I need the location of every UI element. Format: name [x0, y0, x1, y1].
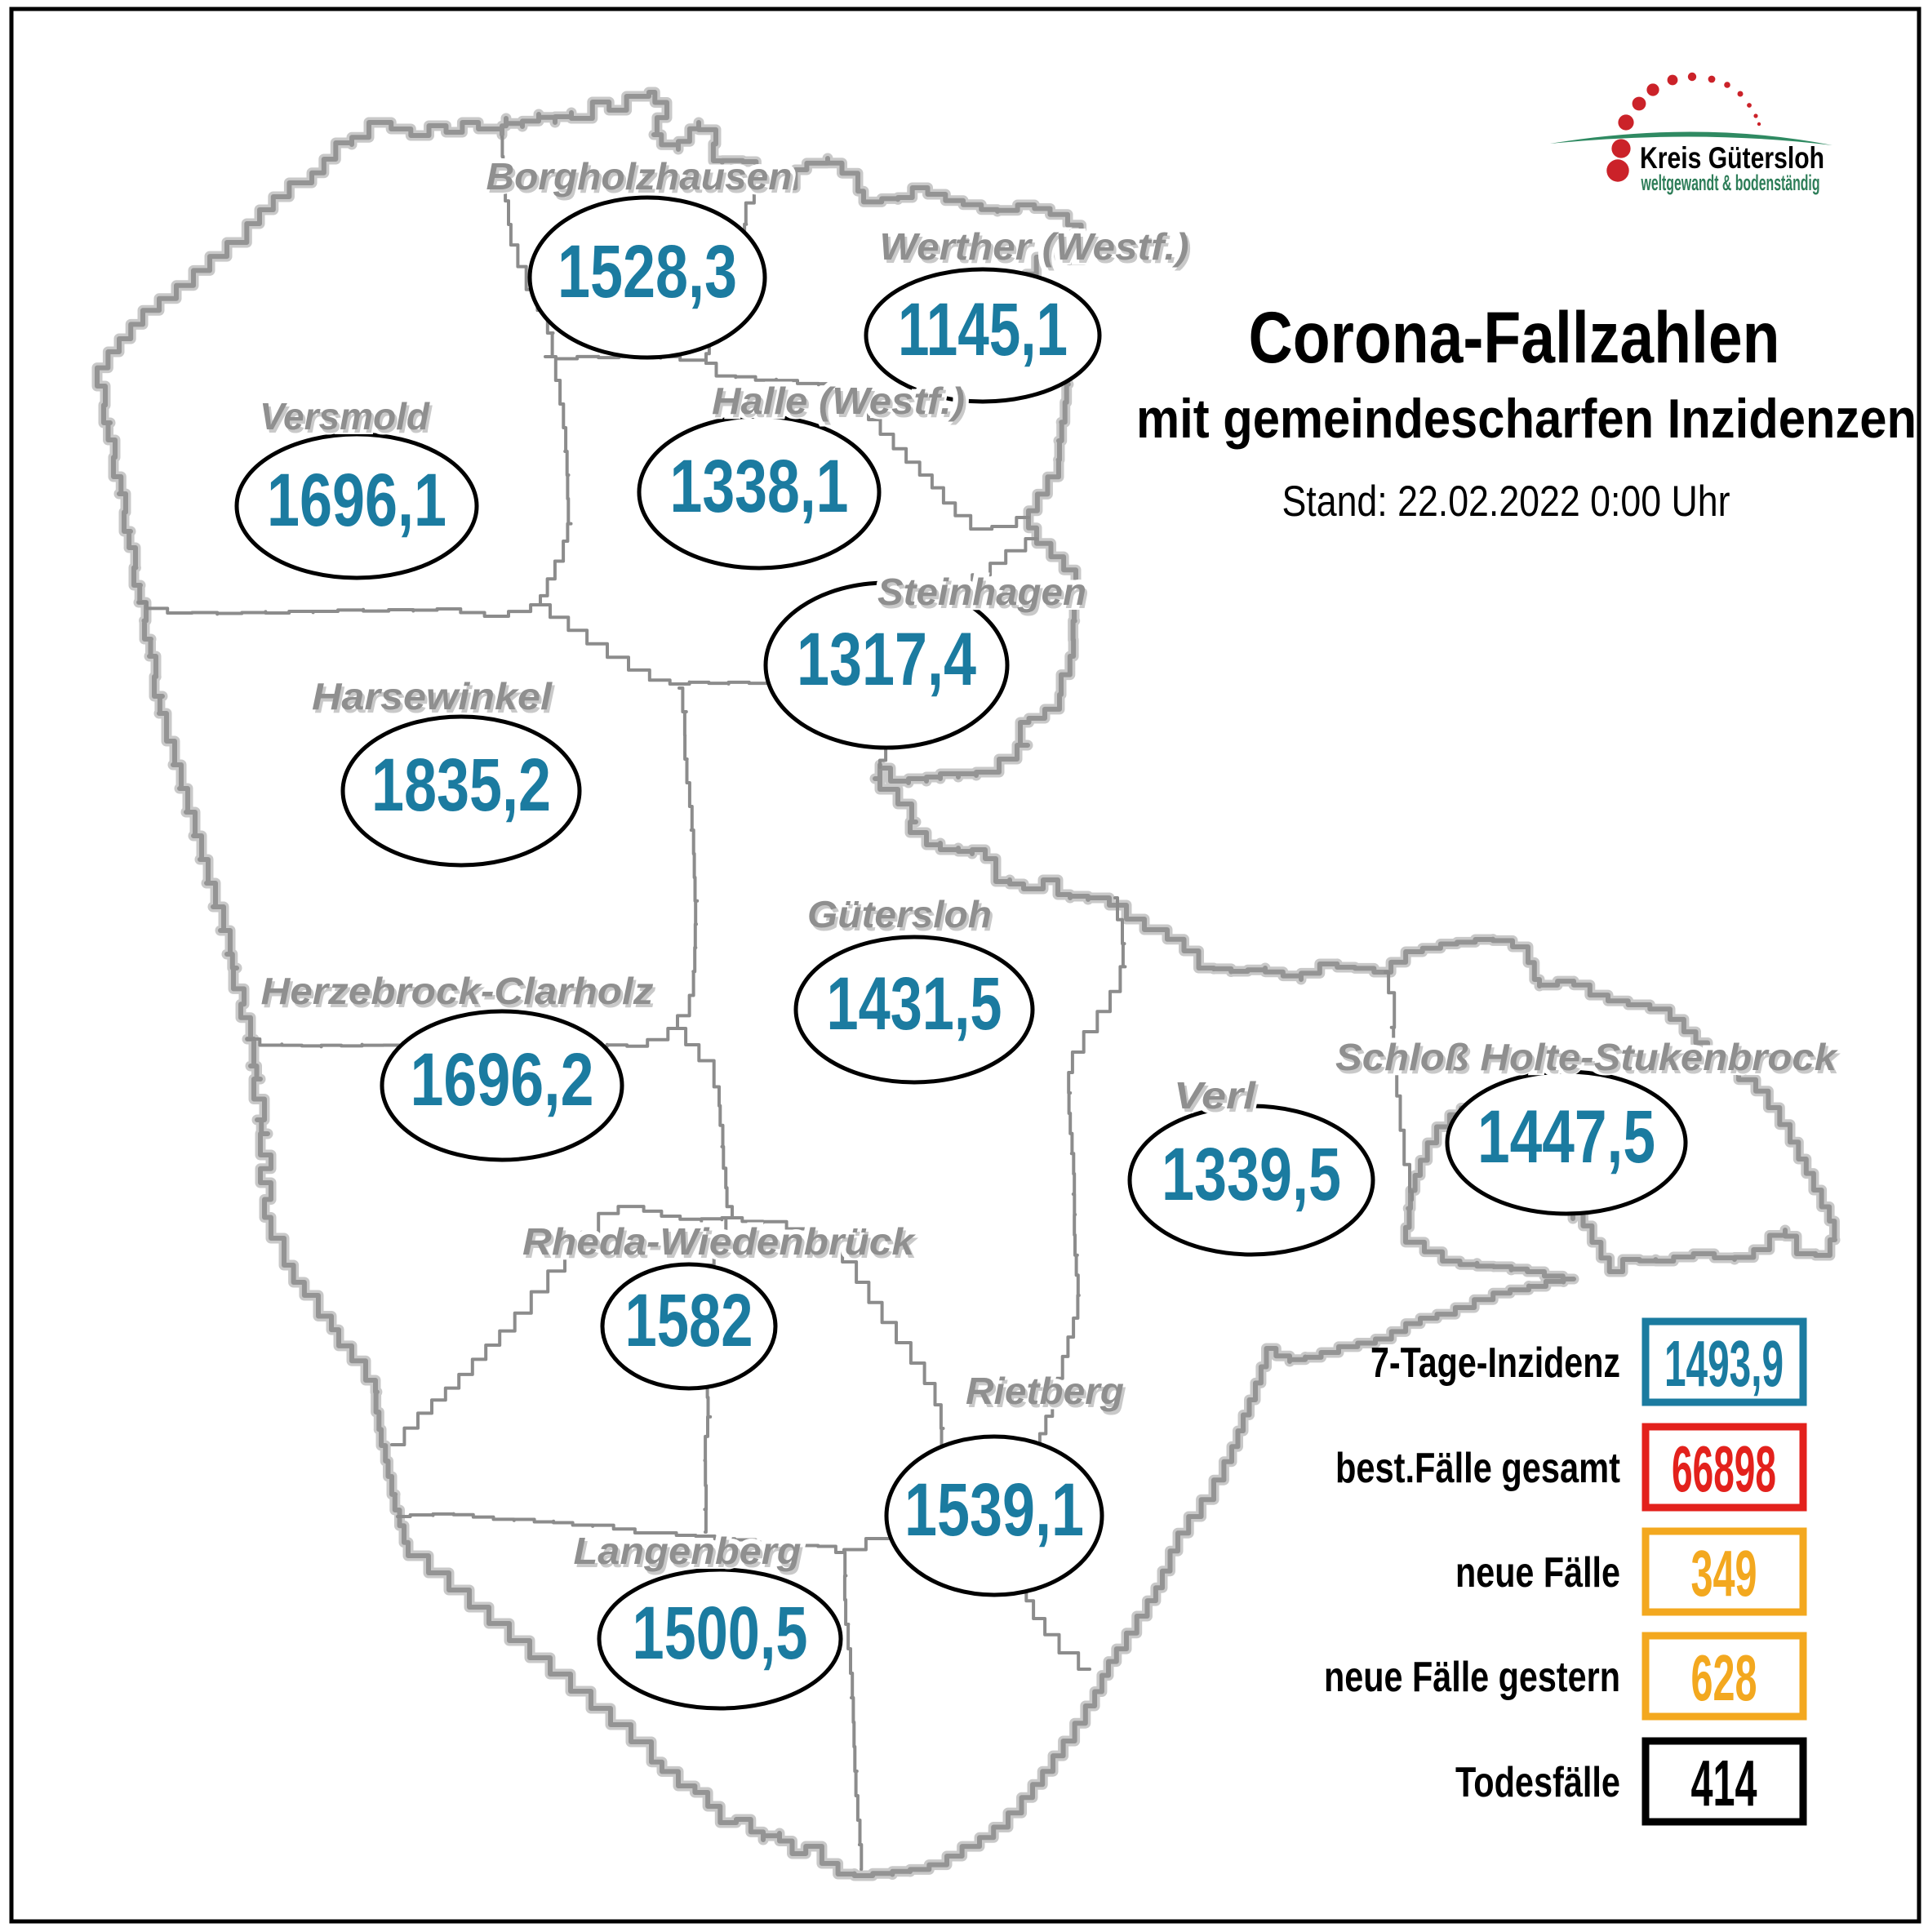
svg-text:Langenberg: Langenberg	[574, 1530, 802, 1572]
svg-text:Gütersloh: Gütersloh	[807, 893, 992, 935]
svg-text:Stand: 22.02.2022 0:00 Uhr: Stand: 22.02.2022 0:00 Uhr	[1282, 477, 1730, 526]
svg-text:Halle (Westf.): Halle (Westf.)	[712, 380, 965, 422]
svg-text:Verl: Verl	[1174, 1074, 1256, 1117]
svg-text:Steinhagen: Steinhagen	[877, 571, 1086, 613]
svg-text:1835,2: 1835,2	[371, 744, 551, 827]
svg-text:7-Tage-Inzidenz: 7-Tage-Inzidenz	[1370, 1339, 1620, 1387]
svg-text:Rietberg: Rietberg	[968, 1373, 1126, 1415]
svg-text:Borgholzhausen: Borgholzhausen	[489, 158, 795, 201]
svg-text:349: 349	[1691, 1537, 1757, 1610]
svg-text:1500,5: 1500,5	[633, 1592, 808, 1675]
svg-text:1339,5: 1339,5	[1162, 1133, 1341, 1216]
svg-text:Rheda-Wiedenbrück: Rheda-Wiedenbrück	[525, 1224, 919, 1266]
svg-text:1317,4: 1317,4	[797, 618, 976, 701]
svg-text:Harsewinkel: Harsewinkel	[312, 675, 553, 717]
svg-text:Schloß Holte-Stukenbrock: Schloß Holte-Stukenbrock	[1335, 1036, 1839, 1078]
svg-text:best.Fälle gesamt: best.Fälle gesamt	[1335, 1445, 1620, 1492]
svg-text:Halle (Westf.): Halle (Westf.)	[712, 380, 965, 422]
svg-text:Werther (Westf.): Werther (Westf.)	[880, 225, 1189, 268]
svg-text:Rietberg: Rietberg	[966, 1370, 1124, 1412]
svg-text:Versmold: Versmold	[260, 395, 430, 437]
svg-text:Borgholzhausen: Borgholzhausen	[486, 155, 793, 198]
svg-text:Corona-Fallzahlen: Corona-Fallzahlen	[1249, 296, 1780, 378]
svg-text:1493,9: 1493,9	[1664, 1327, 1784, 1400]
svg-text:Rheda-Wiedenbrück: Rheda-Wiedenbrück	[522, 1220, 917, 1263]
svg-text:Herzebrock-Clarholz: Herzebrock-Clarholz	[264, 973, 656, 1015]
svg-text:neue Fälle gestern: neue Fälle gestern	[1324, 1654, 1620, 1701]
svg-text:Herzebrock-Clarholz: Herzebrock-Clarholz	[261, 970, 654, 1012]
svg-text:66898: 66898	[1672, 1432, 1776, 1505]
svg-text:414: 414	[1691, 1747, 1757, 1819]
svg-text:Schloß Holte-Stukenbrock: Schloß Holte-Stukenbrock	[1338, 1039, 1841, 1081]
svg-text:neue Fälle: neue Fälle	[1455, 1549, 1620, 1597]
svg-text:Todesfälle: Todesfälle	[1455, 1759, 1620, 1806]
svg-text:Steinhagen: Steinhagen	[880, 574, 1089, 616]
svg-text:1145,1: 1145,1	[898, 288, 1068, 371]
svg-text:628: 628	[1691, 1641, 1757, 1714]
svg-text:mit gemeindescharfen Inzidenze: mit gemeindescharfen Inzidenzen	[1136, 388, 1917, 450]
svg-text:Versmold: Versmold	[260, 395, 430, 437]
svg-text:1528,3: 1528,3	[558, 230, 737, 313]
svg-text:Gütersloh: Gütersloh	[807, 893, 992, 935]
svg-text:1539,1: 1539,1	[904, 1468, 1084, 1552]
svg-text:Kreis Gütersloh: Kreis Gütersloh	[1640, 141, 1824, 175]
svg-text:Langenberg: Langenberg	[576, 1533, 804, 1575]
svg-text:Verl: Verl	[1176, 1077, 1259, 1120]
svg-text:Halle (Westf.): Halle (Westf.)	[714, 383, 967, 425]
svg-text:Herzebrock-Clarholz: Herzebrock-Clarholz	[261, 970, 654, 1012]
svg-text:Gütersloh: Gütersloh	[810, 896, 994, 939]
svg-text:1582: 1582	[625, 1279, 753, 1362]
svg-text:Versmold: Versmold	[262, 398, 433, 441]
svg-text:Harsewinkel: Harsewinkel	[312, 675, 553, 717]
svg-text:1696,2: 1696,2	[411, 1038, 594, 1121]
svg-text:Borgholzhausen: Borgholzhausen	[486, 155, 793, 198]
svg-text:Langenberg: Langenberg	[574, 1530, 802, 1572]
svg-text:Werther (Westf.): Werther (Westf.)	[882, 229, 1192, 271]
svg-text:1447,5: 1447,5	[1477, 1095, 1655, 1179]
svg-text:Verl: Verl	[1174, 1074, 1256, 1117]
svg-text:weltgewandt & bodenständig: weltgewandt & bodenständig	[1641, 171, 1820, 195]
svg-text:Harsewinkel: Harsewinkel	[314, 678, 555, 721]
svg-text:Rietberg: Rietberg	[966, 1370, 1124, 1412]
svg-text:1431,5: 1431,5	[827, 962, 1002, 1046]
svg-text:Schloß Holte-Stukenbrock: Schloß Holte-Stukenbrock	[1335, 1036, 1839, 1078]
svg-text:1338,1: 1338,1	[670, 445, 849, 528]
svg-text:Werther (Westf.): Werther (Westf.)	[880, 225, 1189, 268]
svg-text:Rheda-Wiedenbrück: Rheda-Wiedenbrück	[522, 1220, 917, 1263]
svg-text:Steinhagen: Steinhagen	[877, 571, 1086, 613]
svg-text:1696,1: 1696,1	[267, 459, 446, 542]
